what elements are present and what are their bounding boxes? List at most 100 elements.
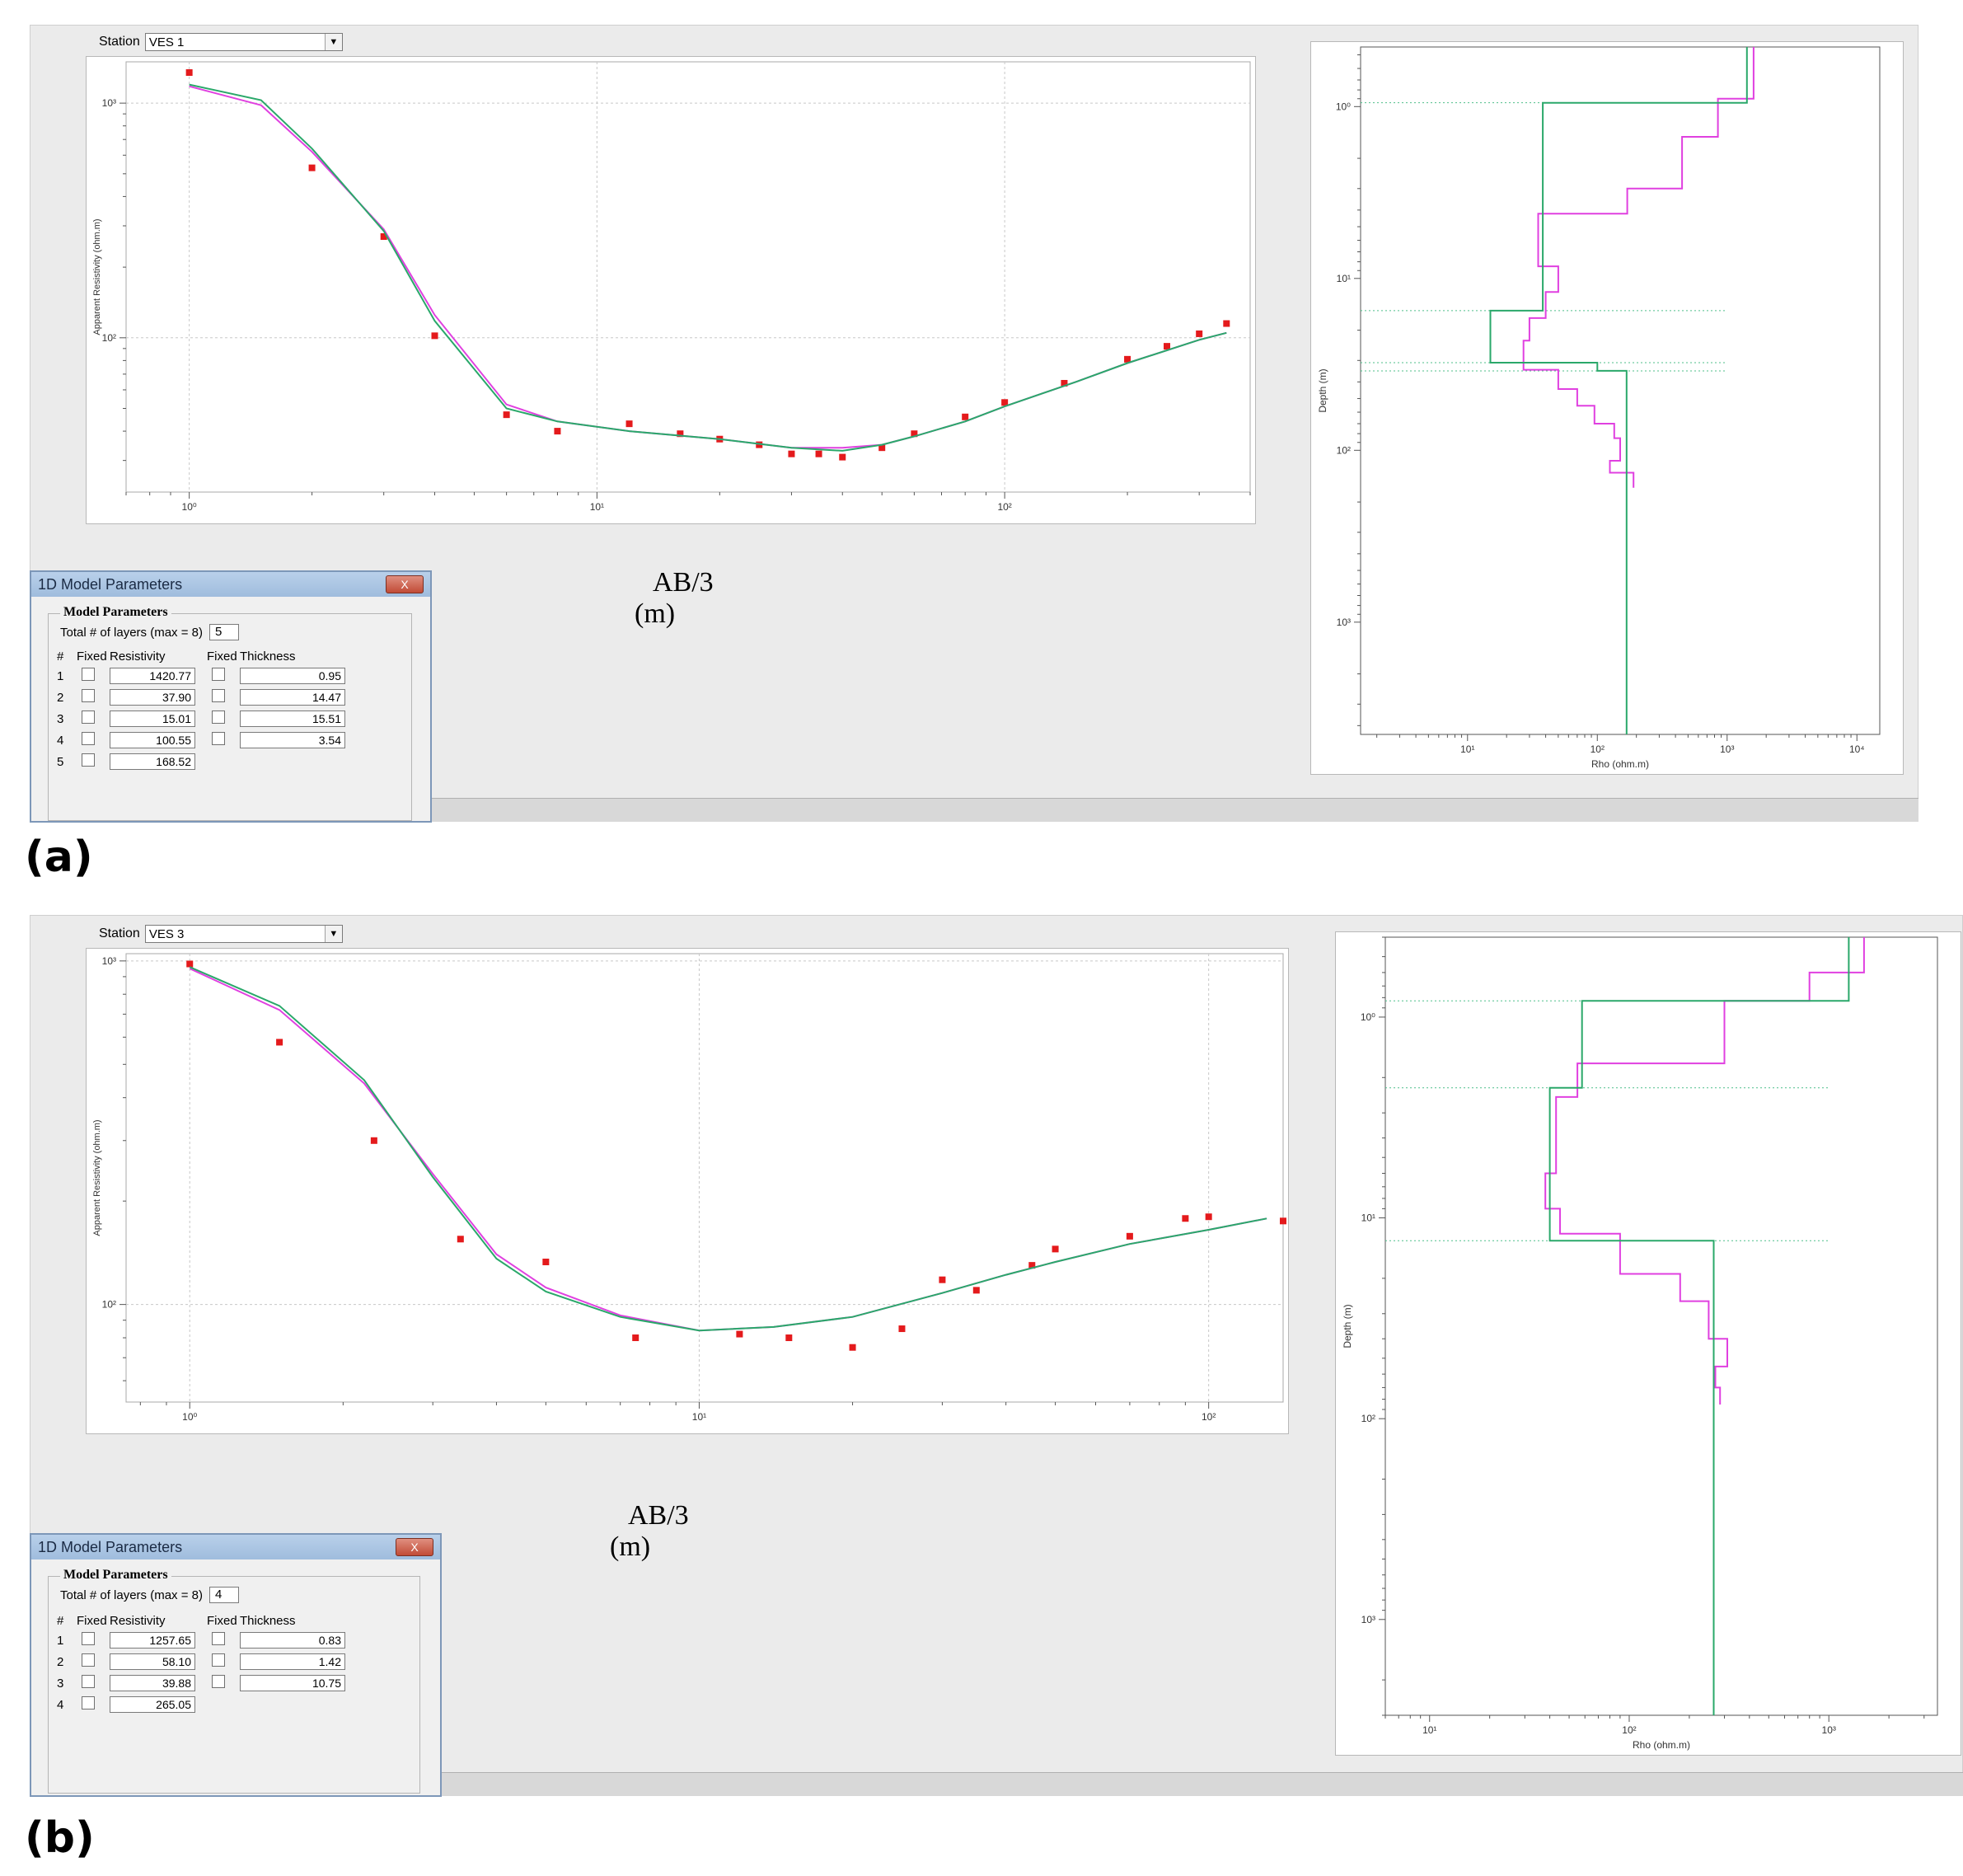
header-fixed-thickness: Fixed	[207, 649, 237, 664]
y-tick-label: 10³	[1361, 1614, 1375, 1625]
y-axis-label: Apparent Resistivity (ohm.m)	[92, 218, 102, 335]
resistivity-field[interactable]: 100.55	[110, 732, 195, 748]
observed-point	[962, 413, 969, 420]
observed-point	[1182, 1215, 1189, 1222]
x-tick-label: 10¹	[1422, 1724, 1436, 1736]
resistivity-field[interactable]: 39.88	[110, 1675, 195, 1691]
resistivity-field[interactable]: 168.52	[110, 753, 195, 770]
layer-row: 1 1257.65 0.83	[57, 1630, 352, 1651]
depth-model-chart: 10¹ 10² 10³ 10⁴ 10⁰ 10¹ 10² 10³ Rho (ohm.m) Depth…	[1310, 41, 1904, 775]
station-dropdown[interactable]: VES 3 ▼	[144, 925, 343, 943]
resistivity-field[interactable]: 37.90	[110, 689, 195, 706]
checkbox[interactable]	[82, 689, 95, 702]
checkbox[interactable]	[212, 1653, 225, 1667]
observed-point	[756, 441, 763, 448]
checkbox[interactable]	[212, 711, 225, 724]
observed-point	[1164, 343, 1171, 350]
y-tick-label: 10³	[1337, 617, 1351, 628]
header-fixed: Fixed	[77, 649, 107, 664]
checkbox[interactable]	[82, 1675, 95, 1688]
y-tick-label: 10²	[1361, 1413, 1375, 1424]
panel-a: Station VES 1 ▼ 10⁰ 10¹ 10² 10³ 10² Apparent …	[0, 0, 1963, 890]
layer-row: 3 39.88 10.75	[57, 1672, 352, 1694]
checkbox[interactable]	[82, 1653, 95, 1667]
resistivity-field[interactable]: 58.10	[110, 1653, 195, 1670]
thickness-field[interactable]: 3.54	[240, 732, 345, 748]
x-tick-label: 10³	[1822, 1724, 1836, 1736]
header-resistivity: Resistivity	[110, 1613, 166, 1628]
chevron-down-icon[interactable]: ▼	[324, 34, 342, 50]
resistivity-cell: 100.55	[110, 732, 207, 748]
observed-point	[1196, 330, 1203, 337]
observed-point	[431, 332, 438, 340]
close-button[interactable]: X	[386, 575, 424, 593]
thickness-cell: 1.42	[240, 1653, 352, 1670]
station-dropdown[interactable]: VES 1 ▼	[144, 33, 343, 51]
observed-point	[785, 1334, 793, 1342]
total-layers-input[interactable]: 4	[208, 1587, 239, 1603]
model-green-curve	[189, 966, 1267, 1332]
resistivity-cell: 58.10	[110, 1653, 207, 1670]
header-index: #	[57, 1613, 64, 1628]
checkbox[interactable]	[212, 689, 225, 702]
checkbox[interactable]	[82, 1632, 95, 1645]
resistivity-field[interactable]: 1257.65	[110, 1632, 195, 1649]
thickness-field[interactable]: 0.95	[240, 668, 345, 684]
thickness-field[interactable]: 10.75	[240, 1675, 345, 1691]
apparent-resistivity-chart: 10⁰ 10¹ 10² 10³ 10² Apparent Resistivity (ohm…	[86, 56, 1256, 524]
dialog-title: 1D Model Parameters	[38, 1538, 183, 1555]
header-thickness: Thickness	[240, 649, 296, 664]
checkbox[interactable]	[212, 668, 225, 681]
xaxis-caption-line2: (m)	[610, 1531, 651, 1562]
observed-point	[186, 960, 194, 968]
fix-resistivity-checkbox	[77, 1675, 110, 1691]
chevron-down-icon[interactable]: ▼	[324, 926, 342, 942]
thickness-field[interactable]: 1.42	[240, 1653, 345, 1670]
fix-thickness-checkbox	[207, 711, 240, 727]
resistivity-cell: 1257.65	[110, 1632, 207, 1649]
y-tick-label: 10²	[1337, 444, 1351, 456]
resistivity-field[interactable]: 15.01	[110, 711, 195, 727]
resistivity-field[interactable]: 1420.77	[110, 668, 195, 684]
apparent-resistivity-chart: 10⁰ 10¹ 10² 10³ 10² Apparent Resistivity (ohm…	[86, 948, 1289, 1434]
layer-index: 4	[57, 1697, 64, 1712]
x-axis-label: Rho (ohm.m)	[1591, 758, 1649, 770]
layer-row: 4 265.05	[57, 1694, 352, 1715]
checkbox[interactable]	[212, 1632, 225, 1645]
thickness-field[interactable]: 15.51	[240, 711, 345, 727]
x-tick-label: 10⁰	[182, 1411, 197, 1423]
thickness-cell: 0.95	[240, 668, 352, 684]
observed-point	[370, 1137, 377, 1144]
parameter-table: # Fixed Resistivity Fixed Thickness 1 142…	[57, 647, 352, 772]
checkbox[interactable]	[82, 753, 95, 767]
station-value: VES 1	[148, 35, 185, 49]
checkbox[interactable]	[212, 732, 225, 745]
resistivity-field[interactable]: 265.05	[110, 1696, 195, 1713]
checkbox[interactable]	[82, 668, 95, 681]
observed-point	[898, 1325, 906, 1333]
y-tick-label: 10¹	[1361, 1212, 1375, 1224]
fix-resistivity-checkbox	[77, 1696, 110, 1713]
panel-label: (b)	[25, 1813, 95, 1863]
thickness-cell: 10.75	[240, 1675, 352, 1691]
header-fixed-thickness: Fixed	[207, 1613, 237, 1628]
y-axis-label: Apparent Resistivity (ohm.m)	[92, 1119, 102, 1236]
fix-resistivity-checkbox	[77, 1632, 110, 1649]
checkbox[interactable]	[82, 1696, 95, 1710]
model-parameters-dialog: 1D Model Parameters X Model Parameters T…	[30, 1533, 442, 1797]
close-button[interactable]: X	[396, 1538, 433, 1556]
x-tick-label: 10¹	[692, 1411, 706, 1423]
total-layers-input[interactable]: 5	[208, 624, 239, 640]
layer-row: 2 58.10 1.42	[57, 1651, 352, 1672]
layer-row: 2 37.90 14.47	[57, 687, 352, 708]
checkbox[interactable]	[82, 732, 95, 745]
thickness-field[interactable]: 14.47	[240, 689, 345, 706]
observed-point	[1052, 1245, 1059, 1253]
observed-point	[503, 411, 510, 419]
checkbox[interactable]	[82, 711, 95, 724]
x-axis-label: Rho (ohm.m)	[1633, 1739, 1690, 1751]
thickness-field[interactable]: 0.83	[240, 1632, 345, 1649]
fix-thickness-checkbox	[207, 1632, 240, 1649]
checkbox[interactable]	[212, 1675, 225, 1688]
